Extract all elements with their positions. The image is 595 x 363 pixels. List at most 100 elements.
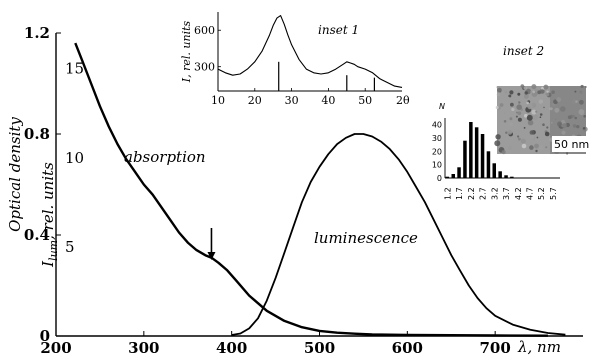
micrograph-grain xyxy=(543,106,545,109)
y2-axis-label-main: I xyxy=(39,260,57,268)
micrograph-grain xyxy=(516,104,522,110)
inset-1-tick-labels: 10 20 30 40 50 2θ 300 600 xyxy=(194,24,410,107)
micrograph-grain xyxy=(494,140,501,147)
micrograph-grain xyxy=(517,135,520,138)
micrograph-grain xyxy=(524,91,528,95)
micrograph-grain xyxy=(574,90,577,93)
histogram-bar xyxy=(451,174,455,178)
micrograph-grain xyxy=(521,143,527,149)
micrograph-grain xyxy=(508,94,512,98)
inset-1-chart: 10 20 30 40 50 2θ 300 600 inset 1 I, rel. units xyxy=(180,12,410,107)
tem-micrograph xyxy=(494,84,588,155)
inset-1-series xyxy=(217,15,403,91)
micrograph-grain xyxy=(580,111,584,116)
y2-axis-label-rest: , rel. units xyxy=(39,162,57,240)
micrograph-grain xyxy=(532,114,539,121)
histogram-bar xyxy=(463,140,467,178)
micrograph-grain xyxy=(560,106,566,112)
micrograph-grain xyxy=(561,130,566,135)
xrd-curve xyxy=(217,15,403,88)
micrograph-grain xyxy=(567,115,572,120)
inset-2-y-tick-label: 0 xyxy=(437,174,442,183)
micrograph-grain xyxy=(540,89,545,94)
micrograph-grain xyxy=(517,117,522,122)
micrograph-grain xyxy=(517,111,522,116)
micrograph-grain xyxy=(566,152,569,155)
inset-2-x-tick-label: 1.7 xyxy=(455,187,464,200)
micrograph-grain xyxy=(511,107,515,112)
inset-1-axes xyxy=(217,12,402,92)
micrograph-grain xyxy=(524,113,528,118)
absorption-curve xyxy=(74,42,548,337)
inset-2-y-axis-label: N xyxy=(439,102,445,111)
micrograph-grain xyxy=(534,143,539,149)
inset-2-bars xyxy=(445,122,514,178)
micrograph-grain xyxy=(495,134,501,140)
histogram-bar xyxy=(498,171,502,178)
y-tick-label: 0 xyxy=(40,327,50,345)
inset-2-y-tick-label: 30 xyxy=(432,134,442,143)
micrograph-grain xyxy=(520,84,525,88)
y2-tick-label: 5 xyxy=(65,238,75,256)
micrograph-grain xyxy=(504,90,508,94)
micrograph-grain xyxy=(536,136,539,139)
micrograph-grain xyxy=(499,103,504,107)
micrograph-grain xyxy=(526,101,529,105)
inset-2-chart: inset 2 N 0 10 20 30 40 1.2 1.7 2.2 2.7 3.2 3.7 4.2… xyxy=(432,44,589,200)
inset-2-x-tick-label: 4.7 xyxy=(525,187,534,200)
inset-2-x-tick-label: 4.2 xyxy=(514,187,523,200)
inset-2-title: inset 2 xyxy=(503,44,544,58)
histogram-bar xyxy=(486,151,491,178)
inset-1-x-tick-label: 50 xyxy=(358,94,372,107)
micrograph-grain xyxy=(543,84,549,90)
inset-1-title: inset 1 xyxy=(318,23,359,37)
micrograph-grain xyxy=(527,119,534,126)
micrograph-grain xyxy=(518,101,521,104)
main-axes xyxy=(55,32,583,337)
x-tick-label: 700 xyxy=(480,339,511,357)
x-tick-label: 600 xyxy=(392,339,423,357)
y2-axis-label: Ilum, rel. units xyxy=(39,162,60,268)
micrograph-grain xyxy=(518,137,521,141)
micrograph-grain xyxy=(538,99,543,104)
micrograph-grain xyxy=(579,99,584,105)
inset-1-x-axis-label: 2θ xyxy=(396,94,410,107)
micrograph-grain xyxy=(523,127,526,129)
inset-2-x-tick-label: 2.7 xyxy=(479,187,488,200)
micrograph-grain xyxy=(531,84,537,90)
micrograph-grain xyxy=(508,145,512,150)
histogram-bar xyxy=(474,127,479,178)
micrograph-grain xyxy=(530,90,533,93)
micrograph-grain xyxy=(545,92,550,97)
micrograph-grain xyxy=(505,131,508,134)
scale-bar-label: 50 nm xyxy=(554,138,589,151)
micrograph-grain xyxy=(509,122,513,126)
micrograph-grain xyxy=(531,109,537,115)
y-axis-label: Optical density xyxy=(6,117,24,232)
micrograph-grain xyxy=(585,86,587,88)
luminescence-curve xyxy=(231,133,566,336)
inset-2-x-tick-label: 3.7 xyxy=(502,187,511,200)
micrograph-grain xyxy=(517,92,521,96)
micrograph-grain xyxy=(574,116,577,120)
micrograph-grain xyxy=(580,84,584,89)
micrograph-grain xyxy=(501,150,506,155)
micrograph-grain xyxy=(551,90,555,94)
inset-1-x-tick-label: 40 xyxy=(321,94,335,107)
micrograph-grain xyxy=(549,107,553,111)
inset-1-x-tick-label: 20 xyxy=(248,94,262,107)
micrograph-grain xyxy=(539,113,543,116)
luminescence-annotation: luminescence xyxy=(314,229,418,247)
x-tick-label: 500 xyxy=(304,339,335,357)
histogram-bar xyxy=(504,175,508,178)
x-tick-label: 200 xyxy=(40,339,71,357)
micrograph-grain xyxy=(531,142,534,145)
inset-2-x-tick-label: 5.7 xyxy=(549,187,558,200)
micrograph-grain xyxy=(509,117,513,121)
histogram-bar xyxy=(480,134,485,178)
micrograph-grain xyxy=(516,111,518,114)
micrograph-grain xyxy=(523,93,529,99)
